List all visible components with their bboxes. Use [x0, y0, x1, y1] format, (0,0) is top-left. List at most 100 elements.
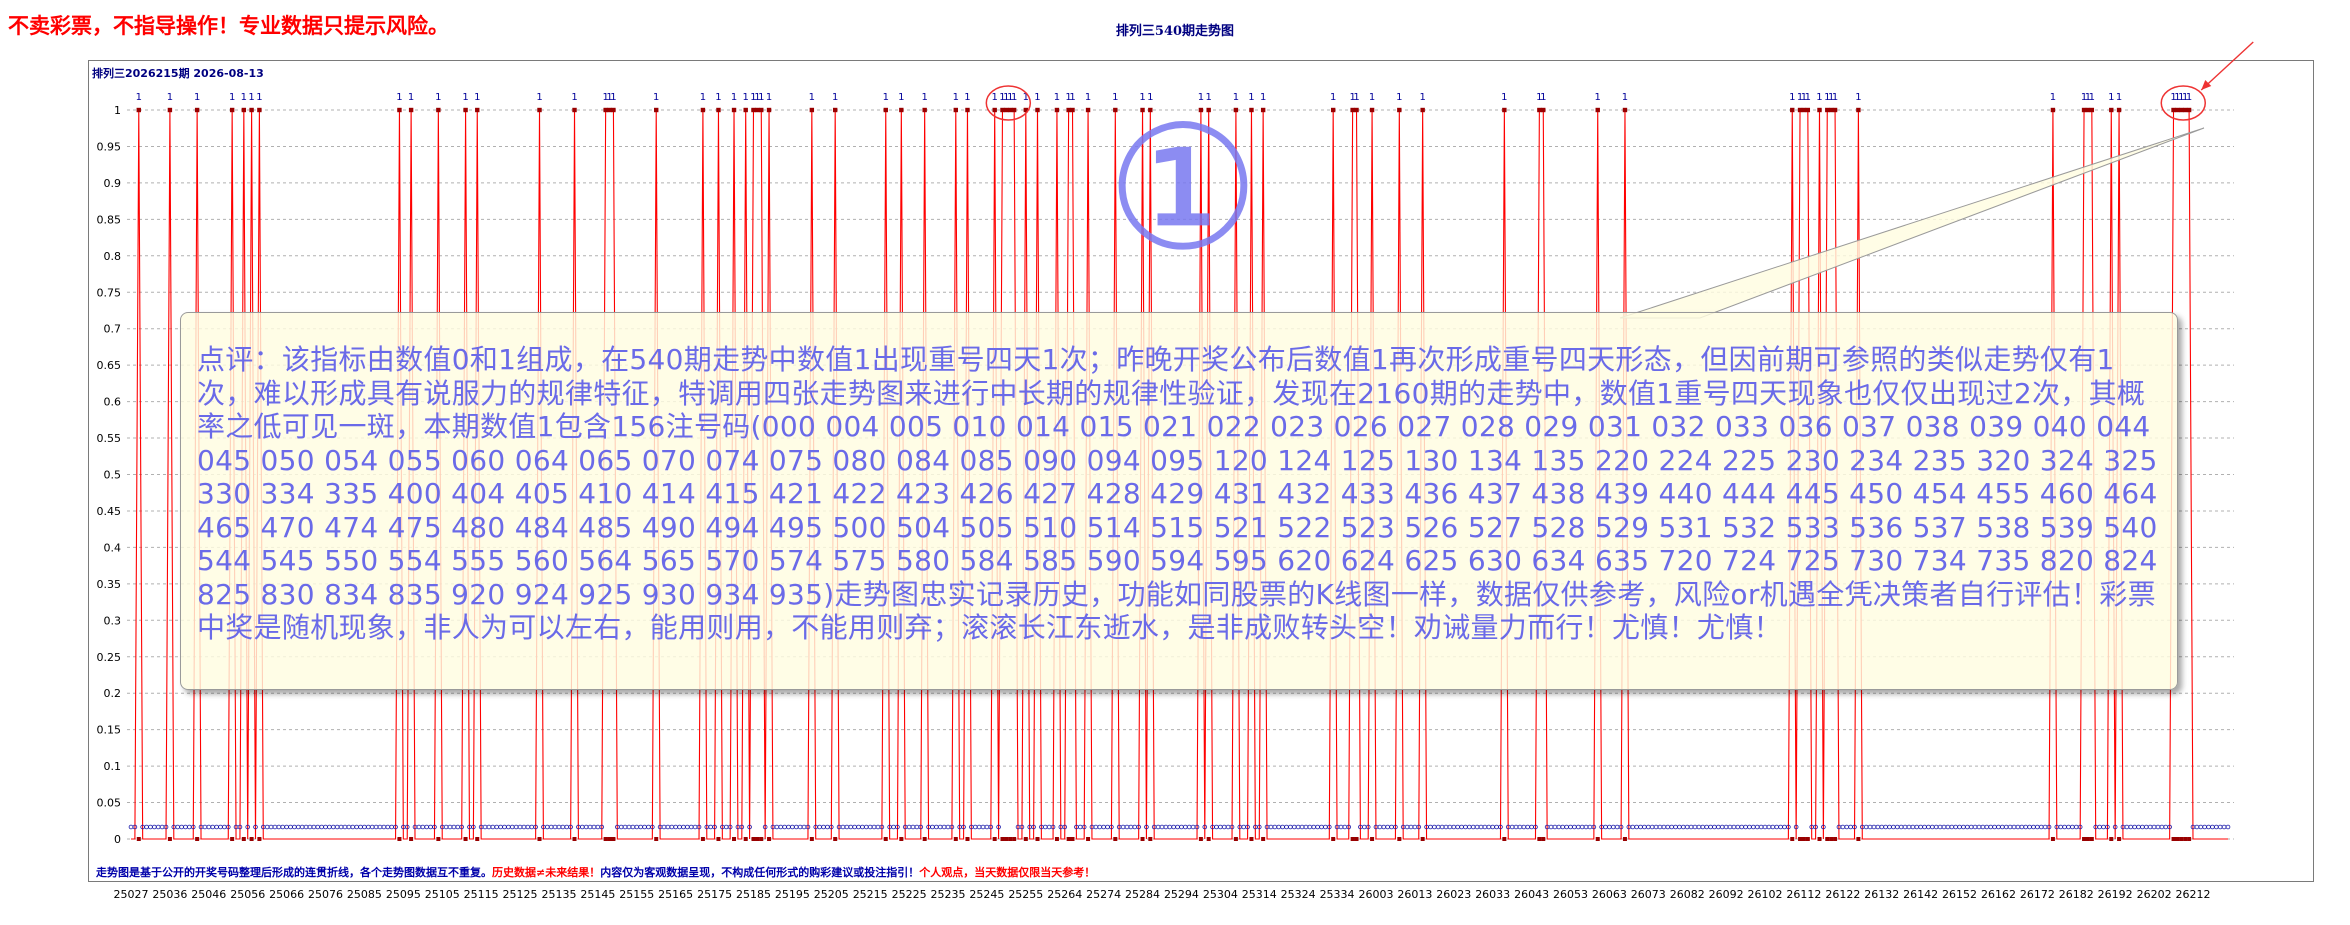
data-point-zero — [218, 824, 223, 830]
data-point-zero — [190, 824, 196, 830]
footer-part-1: 走势图是基于公开的开奖号码整理后形成的连贯折线，各个走势图数据互不重复。 — [96, 866, 492, 879]
data-point-base — [965, 837, 970, 841]
data-point-zero — [1214, 824, 1219, 830]
data-point-base — [2050, 837, 2055, 841]
data-point-zero — [1700, 824, 1706, 830]
data-point-zero — [2015, 824, 2021, 830]
peak-value-label: 1 — [653, 92, 659, 103]
data-point-zero — [1385, 824, 1390, 830]
data-point-zero — [2038, 824, 2044, 830]
x-tick-label: 26082 — [1670, 888, 1705, 901]
data-point-zero — [797, 824, 803, 830]
data-point-zero — [2124, 824, 2130, 830]
x-tick-label: 25076 — [308, 888, 343, 901]
data-point-one — [1801, 107, 1807, 113]
data-point-zero — [984, 824, 990, 830]
data-point-one — [1350, 107, 1355, 113]
y-tick-label: 1 — [114, 104, 121, 117]
data-point-one — [408, 107, 414, 113]
data-point-zero — [1412, 824, 1418, 830]
data-point-zero — [1914, 824, 1920, 830]
data-point-base — [1825, 837, 1830, 841]
data-point-zero — [665, 824, 671, 830]
x-tick-label: 25155 — [619, 888, 654, 901]
data-point-zero — [681, 824, 686, 830]
data-point-zero — [268, 824, 274, 830]
data-point-zero — [1937, 824, 1943, 830]
data-point-base — [883, 837, 888, 841]
data-point-zero — [949, 824, 955, 830]
data-point-zero — [2000, 824, 2005, 830]
data-point-zero — [385, 824, 391, 830]
data-point-zero — [284, 824, 289, 830]
peak-value-label: 1 — [1419, 92, 1425, 103]
peak-value-label: 1 — [921, 92, 927, 103]
data-point-base — [1537, 837, 1542, 841]
peak-value-label: 1 — [1139, 92, 1145, 103]
data-point-zero — [303, 824, 309, 830]
peak-value-label: 1 — [715, 92, 721, 103]
data-point-zero — [2112, 824, 2118, 830]
peak-value-label: 1 — [602, 92, 608, 103]
data-point-zero — [471, 824, 476, 830]
data-point-base — [1829, 837, 1834, 841]
data-point-base — [1066, 837, 1071, 841]
y-tick-label: 0.8 — [104, 250, 122, 263]
data-point-zero — [222, 824, 227, 830]
highlight-annotations — [985, 41, 2254, 121]
data-point-one — [922, 107, 927, 113]
data-point-zero — [264, 824, 270, 830]
data-point-zero — [1669, 824, 1674, 830]
y-tick-label: 0.75 — [97, 286, 122, 299]
data-point-base — [257, 837, 262, 841]
data-point-zero — [1377, 824, 1383, 830]
data-point-base — [767, 837, 772, 841]
x-tick-label: 26172 — [2020, 888, 2055, 901]
peak-value-label: 1 — [750, 92, 756, 103]
x-tick-label: 25334 — [1320, 888, 1355, 901]
data-point-zero — [747, 824, 752, 830]
data-point-zero — [1871, 824, 1877, 830]
data-point-one — [2171, 107, 2176, 113]
data-point-zero — [1762, 824, 1768, 830]
data-point-zero — [634, 824, 640, 830]
data-point-base — [2183, 837, 2188, 841]
data-point-zero — [1945, 824, 1951, 830]
data-point-base — [700, 837, 705, 841]
y-tick-label: 0.1 — [104, 760, 122, 773]
data-point-zero — [844, 824, 850, 830]
data-point-base — [1331, 837, 1336, 841]
data-point-one — [654, 107, 659, 113]
data-point-base — [463, 837, 468, 841]
data-point-zero — [210, 824, 216, 830]
data-point-zero — [1751, 824, 1756, 830]
x-tick-label: 25195 — [775, 888, 810, 901]
data-point-zero — [1568, 824, 1573, 830]
data-point-zero — [1898, 824, 1904, 830]
data-point-zero — [1681, 824, 1686, 830]
data-point-zero — [1393, 824, 1398, 830]
data-point-one — [1206, 107, 1211, 113]
data-point-zero — [459, 824, 464, 830]
data-point-base — [611, 837, 616, 841]
data-point-base — [2089, 837, 2094, 841]
peak-value-label: 1 — [474, 92, 480, 103]
data-point-zero — [2202, 824, 2207, 830]
data-point-zero — [1879, 824, 1885, 830]
x-tick-label: 26182 — [2059, 888, 2094, 901]
data-point-zero — [1677, 824, 1682, 830]
x-tick-label: 25314 — [1242, 888, 1277, 901]
data-point-base — [833, 837, 838, 841]
peak-value-label: 1 — [743, 92, 749, 103]
data-point-base — [1140, 837, 1145, 841]
data-point-zero — [1202, 824, 1208, 830]
data-point-one — [249, 107, 254, 113]
data-point-zero — [2128, 824, 2134, 830]
data-point-zero — [1708, 824, 1713, 830]
data-point-zero — [2194, 824, 2200, 830]
peak-value-label: 1 — [1085, 92, 1091, 103]
data-point-zero — [1136, 824, 1141, 830]
data-point-zero — [630, 824, 636, 830]
data-point-zero — [626, 824, 632, 830]
data-point-zero — [840, 824, 846, 830]
